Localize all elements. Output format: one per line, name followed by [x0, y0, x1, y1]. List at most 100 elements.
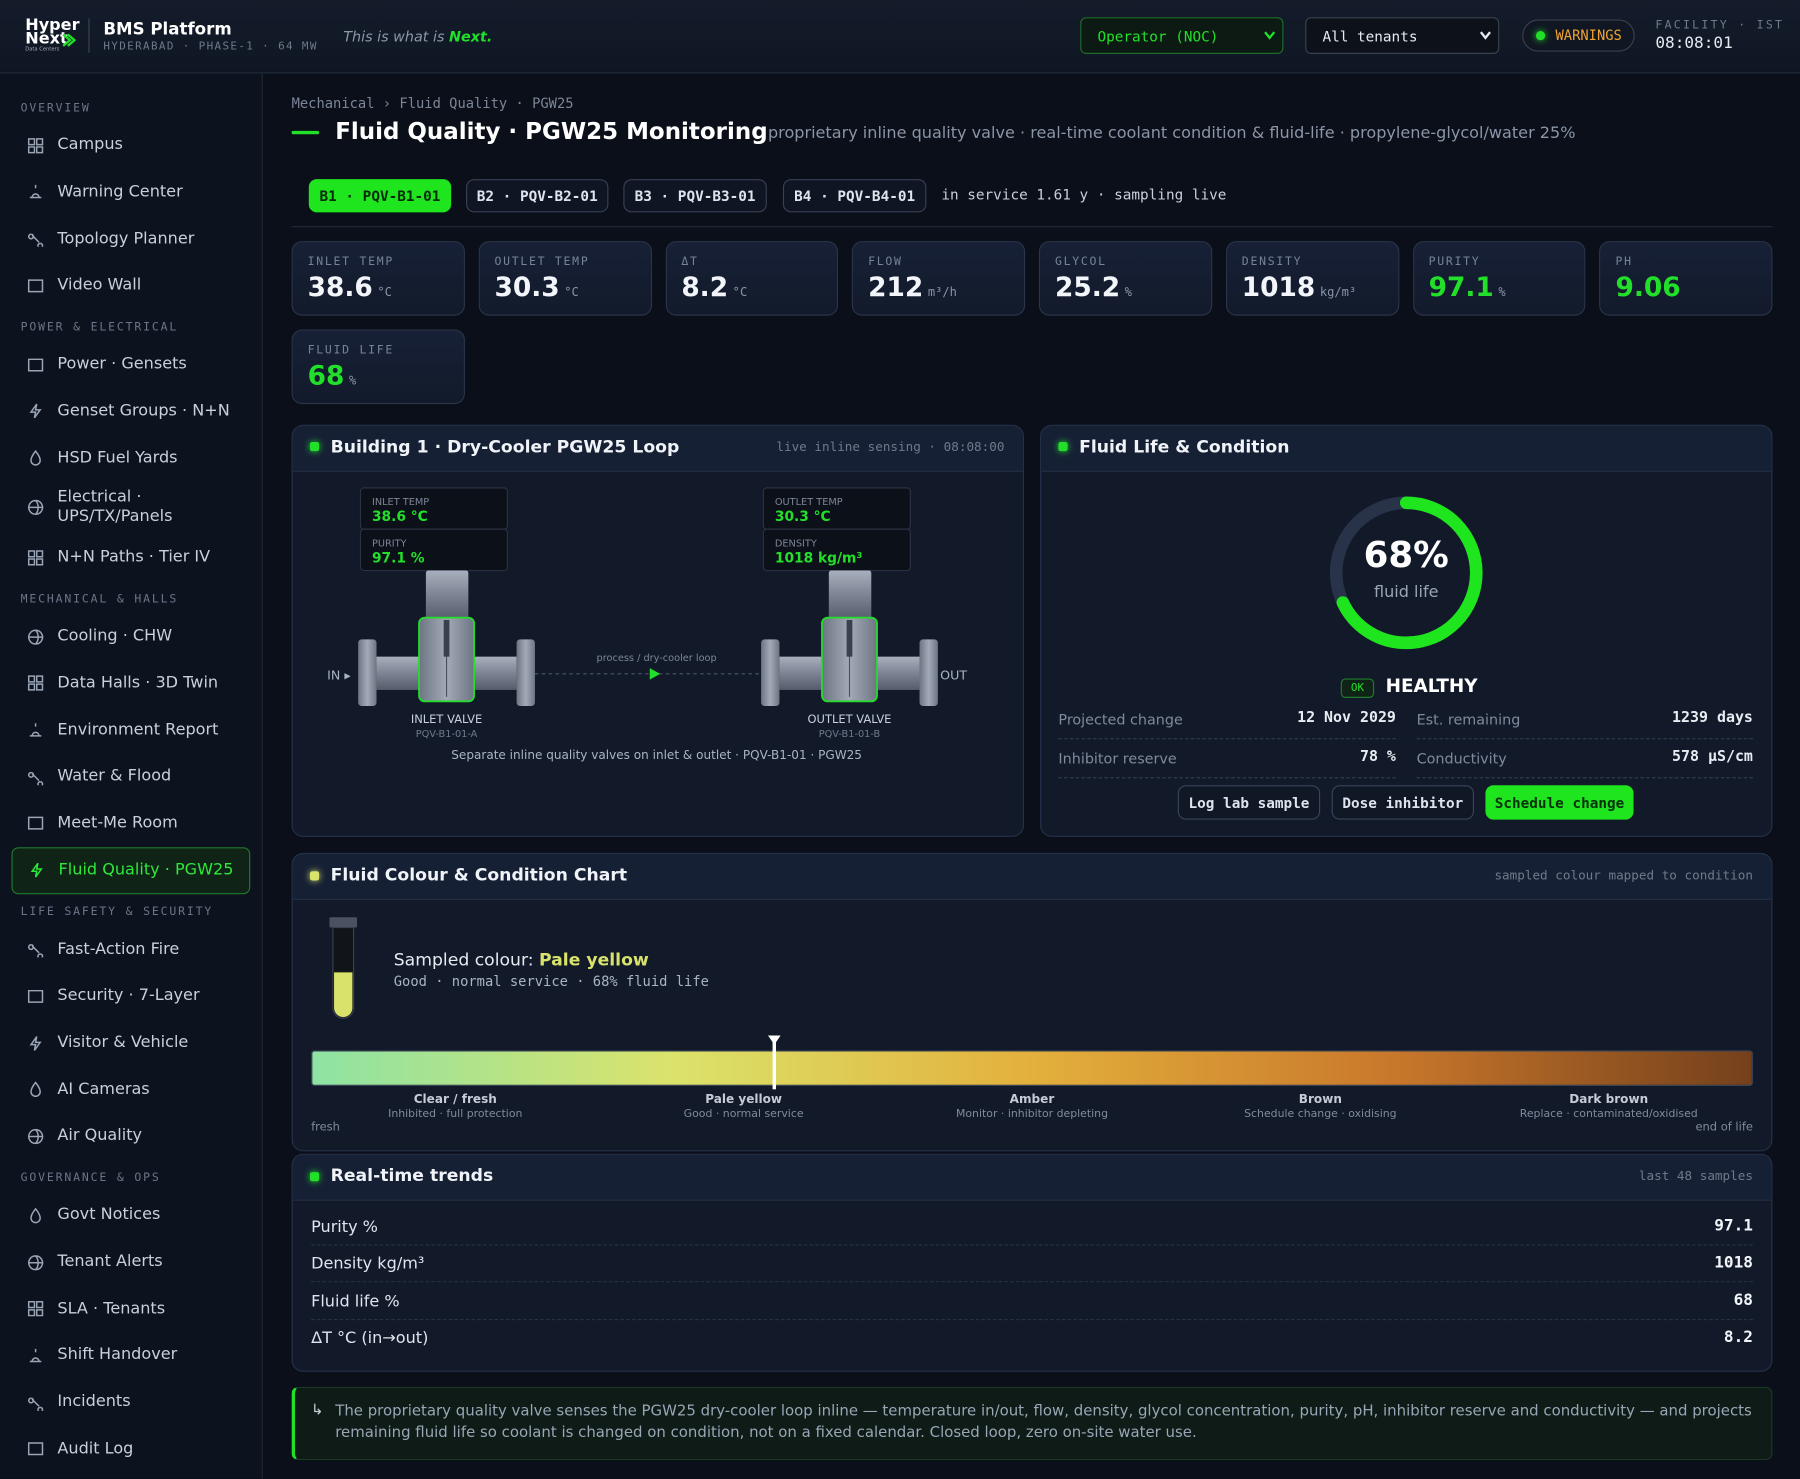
nav-item[interactable]: Power · Gensets [0, 341, 262, 388]
nav-item[interactable]: Visitor & Vehicle [0, 1020, 262, 1067]
nav-icon-shape [28, 771, 44, 785]
building-tab[interactable]: B2 · PQV-B2-01 [466, 179, 609, 213]
action-button[interactable]: Schedule change [1485, 785, 1634, 820]
colour-chart-panel [291, 852, 1773, 1152]
nav-item[interactable]: Campus [0, 122, 262, 169]
valve-name: OUTLET VALVE [808, 712, 892, 726]
readout-label: OUTLET TEMP [775, 497, 843, 508]
loop-caption: Separate inline quality valves on inlet … [451, 748, 862, 762]
status-badge: OK [1340, 678, 1375, 698]
nav-item[interactable]: Water & Flood [0, 754, 262, 801]
scale-stop: Dark brown Replace · contaminated/oxidise… [1465, 1093, 1753, 1121]
flange [761, 639, 780, 706]
nav-section-title: POWER & ELECTRICAL [20, 321, 179, 334]
readout-value: 30.3 °C [775, 509, 831, 525]
nav-item[interactable]: Audit Log [0, 1426, 262, 1473]
nav-item[interactable]: Air Quality [0, 1113, 262, 1160]
kpi-unit: °C [732, 285, 748, 300]
stop-note: Inhibited · full protection [388, 1107, 523, 1121]
building-tab[interactable]: B3 · PQV-B3-01 [623, 179, 767, 213]
nav-icon-shape [29, 1348, 42, 1363]
nav-label: Tenant Alerts [57, 1252, 163, 1271]
sample-tube [329, 917, 358, 1019]
nav-item[interactable]: Meet-Me Room [0, 800, 262, 847]
nav-icon [29, 723, 42, 737]
nav-item[interactable]: Govt Notices [0, 1192, 262, 1239]
nav-label: Genset Groups · N+N [57, 401, 230, 421]
kpi-value: 212 [868, 273, 924, 304]
note-text: The proprietary quality valve senses the… [335, 1402, 1752, 1442]
stat-row: Conductivity 578 µS/cm [1416, 739, 1753, 779]
nav-icon [27, 1301, 44, 1317]
nav-label: AI Cameras [57, 1079, 150, 1099]
stop-name: Dark brown [1569, 1092, 1649, 1107]
building-tab[interactable]: B1 · PQV-B1-01 [308, 179, 452, 213]
tenant-select[interactable]: All tenants [1305, 17, 1500, 54]
nav-item[interactable]: Fluid Quality · PGW25 [11, 846, 251, 894]
nav-item[interactable]: Data Halls · 3D Twin [0, 660, 262, 707]
action-button[interactable]: Dose inhibitor [1331, 785, 1474, 820]
readout-value: 1018 kg/m³ [775, 550, 863, 566]
nav-item[interactable]: Environment Report [0, 707, 262, 754]
nav-item[interactable]: Video Wall [0, 262, 262, 309]
nav-icon [29, 185, 42, 199]
kpi-value: 8.2 [681, 273, 729, 304]
page-title: Fluid Quality · PGW25 Monitoring [335, 117, 768, 145]
nav-icon-shape [28, 1254, 44, 1270]
nav-item[interactable]: Incidents [0, 1379, 262, 1426]
action-button[interactable]: Log lab sample [1177, 785, 1321, 820]
building-tab[interactable]: B4 · PQV-B4-01 [782, 179, 927, 213]
nav-label: Campus [57, 135, 123, 154]
trend-label: Fluid life % [311, 1292, 400, 1311]
role-select[interactable]: Operator (NOC) [1080, 17, 1284, 54]
status-pill[interactable]: WARNINGS [1522, 19, 1635, 52]
header [0, 0, 1800, 74]
valve-id: PQV-B1-01-B [819, 729, 881, 740]
nav-icon [27, 989, 44, 1003]
nav-icon [28, 1397, 44, 1411]
kpi-unit: % [1124, 285, 1132, 300]
stop-name: Brown [1298, 1092, 1342, 1107]
app-subtitle: HYDERABAD · PHASE-1 · 64 MW [103, 40, 318, 53]
note [291, 1386, 1773, 1461]
nav-icon-shape [28, 944, 44, 958]
nav-item[interactable]: AI Cameras [0, 1066, 262, 1113]
kpi-unit: °C [564, 285, 579, 300]
scale-marker [767, 1035, 781, 1090]
stop-note: Good · normal service [683, 1107, 804, 1121]
trend-value: 8.2 [1723, 1328, 1753, 1347]
stat-label: Projected change [1058, 710, 1183, 728]
nav-icon-shape [27, 358, 44, 372]
nav-label: Audit Log [57, 1439, 134, 1458]
nav-item[interactable]: Tenant Alerts [0, 1239, 262, 1286]
nav-item[interactable]: Cooling · CHW [0, 613, 262, 660]
role-select-value: Operator (NOC) [1097, 27, 1219, 45]
nav-item[interactable]: Topology Planner [0, 215, 262, 262]
nav-item[interactable]: SLA · Tenants [0, 1286, 262, 1333]
title-accent [291, 130, 320, 135]
nav-item[interactable]: Security · 7-Layer [0, 973, 262, 1020]
nav-item[interactable]: HSD Fuel Yards [0, 435, 262, 482]
nav-item[interactable]: Warning Center [0, 169, 262, 216]
nav-item[interactable]: Electrical · UPS/TX/Panels [0, 481, 262, 534]
kpi-unit: % [1498, 285, 1506, 300]
panel-meta: sampled colour mapped to condition [1494, 867, 1753, 883]
nav-label: Electrical · UPS/TX/Panels [57, 488, 173, 527]
tenant-select-value: All tenants [1322, 27, 1418, 45]
nav-label: Environment Report [57, 720, 219, 739]
gauge-arc [1329, 496, 1483, 650]
nav-icon-shape [27, 989, 44, 1003]
panel-title: Fluid Life & Condition [1079, 436, 1290, 457]
live-dot [1058, 441, 1068, 452]
nav-label: Topology Planner [57, 229, 195, 248]
nav-item[interactable]: Shift Handover [0, 1332, 262, 1379]
kpi-value: 9.06 [1615, 273, 1681, 304]
nav-item[interactable]: N+N Paths · Tier IV [0, 534, 262, 581]
trend-value: 68 [1733, 1290, 1753, 1310]
nav-item[interactable]: Genset Groups · N+N [0, 388, 262, 435]
nav-item[interactable]: Fast-Action Fire [0, 926, 262, 973]
chevron [1264, 31, 1276, 40]
status-dot [1535, 30, 1546, 41]
